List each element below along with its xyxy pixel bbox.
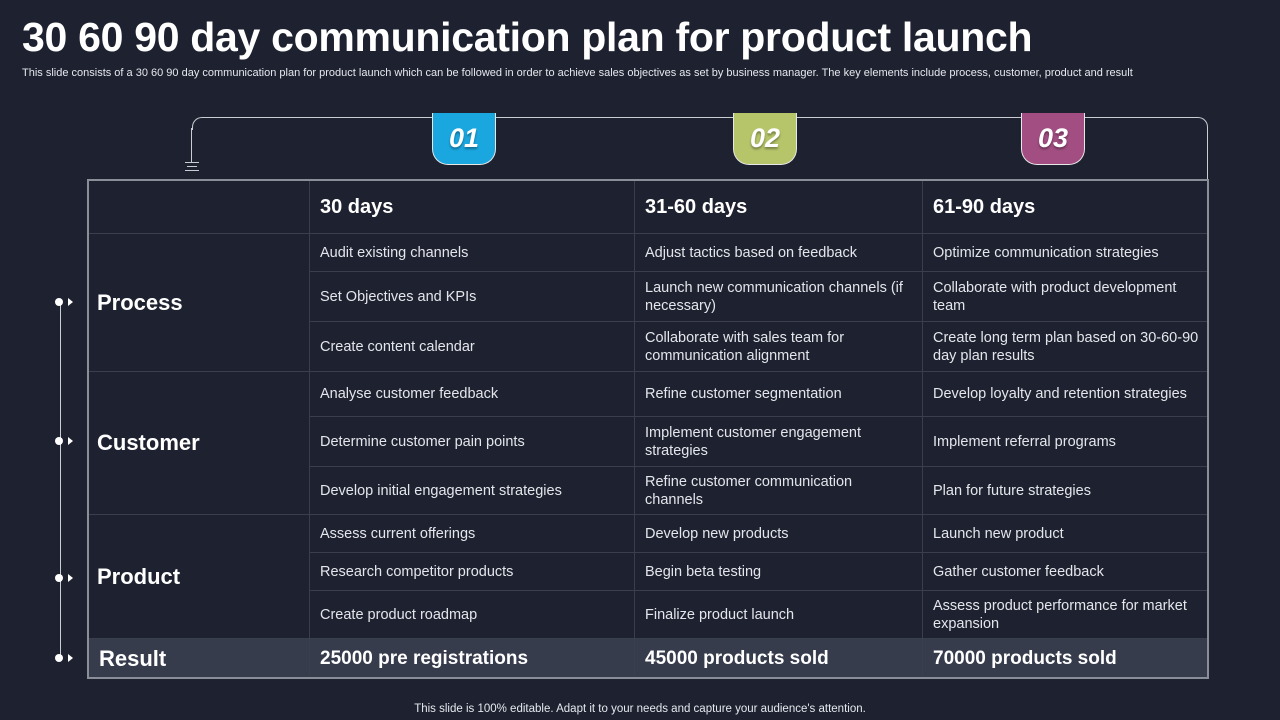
customer-bullet-icon — [55, 436, 75, 446]
phase-tab-02: 02 — [733, 113, 797, 165]
table-cell: Create product roadmap — [310, 591, 635, 639]
header-empty-cell — [89, 181, 310, 234]
header-30-days: 30 days — [310, 181, 635, 234]
product-bullet-icon — [55, 573, 75, 583]
result-30-days: 25000 pre registrations — [310, 639, 635, 677]
table-cell: Adjust tactics based on feedback — [635, 234, 923, 272]
category-result: Result — [89, 639, 310, 677]
phase-tab-03: 03 — [1021, 113, 1085, 165]
table-cell: Assess current offerings — [310, 515, 635, 553]
table-cell: Finalize product launch — [635, 591, 923, 639]
page-title: 30 60 90 day communication plan for prod… — [22, 14, 1033, 60]
table-cell: Create long term plan based on 30-60-90 … — [923, 322, 1207, 372]
category-customer: Customer — [89, 372, 310, 515]
table-cell: Begin beta testing — [635, 553, 923, 591]
process-bullet-icon — [55, 297, 75, 307]
footer-note: This slide is 100% editable. Adapt it to… — [414, 703, 866, 715]
connector-mask — [188, 130, 196, 182]
page-subtitle: This slide consists of a 30 60 90 day co… — [22, 67, 1133, 79]
category-timeline-line — [60, 300, 61, 658]
result-bullet-icon — [55, 653, 75, 663]
result-61-90-days: 70000 products sold — [923, 639, 1207, 677]
header-31-60-days: 31-60 days — [635, 181, 923, 234]
category-product: Product — [89, 515, 310, 639]
table-cell: Analyse customer feedback — [310, 372, 635, 417]
table-cell: Audit existing channels — [310, 234, 635, 272]
table-cell: Launch new communication channels (if ne… — [635, 272, 923, 322]
table-cell: Refine customer communication channels — [635, 467, 923, 515]
table-cell: Develop loyalty and retention strategies — [923, 372, 1207, 417]
table-cell: Refine customer segmentation — [635, 372, 923, 417]
result-31-60-days: 45000 products sold — [635, 639, 923, 677]
table-cell: Develop initial engagement strategies — [310, 467, 635, 515]
table-cell: Create content calendar — [310, 322, 635, 372]
plan-table: 30 days 31-60 days 61-90 days Process Au… — [87, 179, 1209, 679]
phase-tab-01: 01 — [432, 113, 496, 165]
table-cell: Assess product performance for market ex… — [923, 591, 1207, 639]
table-cell: Collaborate with product development tea… — [923, 272, 1207, 322]
table-cell: Implement referral programs — [923, 417, 1207, 467]
table-cell: Plan for future strategies — [923, 467, 1207, 515]
category-process: Process — [89, 234, 310, 372]
table-cell: Implement customer engagement strategies — [635, 417, 923, 467]
table-cell: Launch new product — [923, 515, 1207, 553]
table-cell: Collaborate with sales team for communic… — [635, 322, 923, 372]
header-61-90-days: 61-90 days — [923, 181, 1207, 234]
table-cell: Determine customer pain points — [310, 417, 635, 467]
ground-icon — [185, 128, 199, 172]
table-cell: Optimize communication strategies — [923, 234, 1207, 272]
table-cell: Set Objectives and KPIs — [310, 272, 635, 322]
table-cell: Develop new products — [635, 515, 923, 553]
table-cell: Research competitor products — [310, 553, 635, 591]
table-cell: Gather customer feedback — [923, 553, 1207, 591]
